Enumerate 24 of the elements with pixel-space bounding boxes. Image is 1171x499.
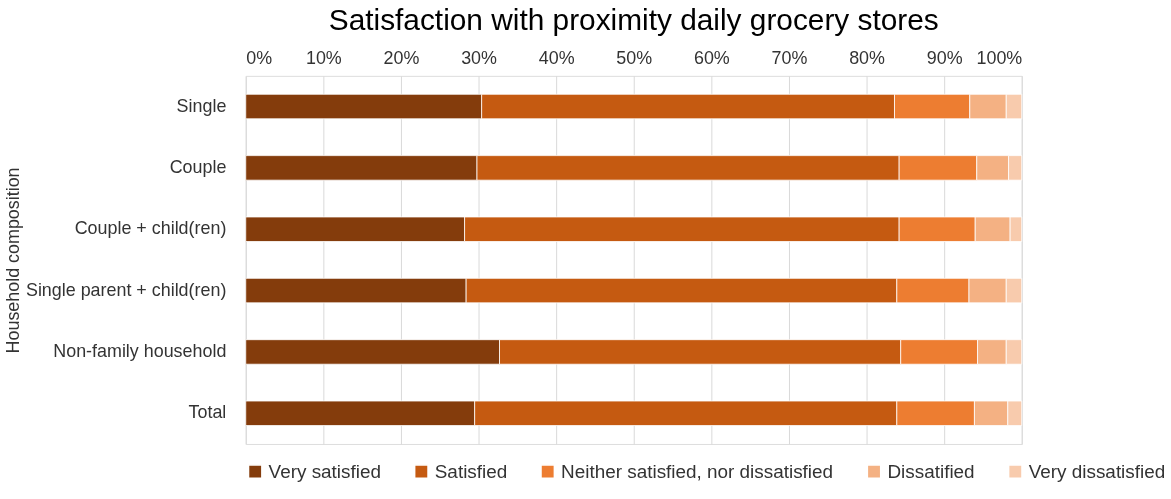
y-tick-label: Single parent + child(ren) (25, 279, 227, 300)
x-tick-label: 80% (849, 48, 886, 69)
chart-title: Satisfaction with proximity daily grocery stores (328, 3, 939, 37)
y-axis-title: Household composition (3, 167, 24, 354)
legend-label: Neither satisfied, nor dissatisfied (561, 460, 834, 482)
x-tick-label: 40% (538, 48, 575, 69)
y-tick-label: Non-family household (53, 340, 227, 361)
x-tick-label: 30% (461, 48, 498, 69)
x-tick-label: 90% (926, 48, 963, 69)
y-tick-label: Single (176, 95, 227, 116)
x-tick-label: 70% (771, 48, 808, 69)
x-tick-label: 100% (976, 48, 1023, 69)
legend-label: Very satisfied (268, 460, 381, 482)
legend-label: Very dissatisfied (1028, 460, 1166, 482)
y-tick-label: Total (188, 402, 227, 423)
x-tick-label: 10% (305, 48, 342, 69)
x-tick-label: 50% (616, 48, 653, 69)
x-tick-label: 20% (383, 48, 420, 69)
y-tick-label: Couple (169, 156, 227, 177)
y-tick-label: Couple + child(ren) (74, 218, 227, 239)
legend-label: Dissatified (887, 460, 975, 482)
x-tick-label: 0% (246, 48, 273, 69)
x-tick-label: 60% (693, 48, 730, 69)
legend-label: Satisfied (434, 460, 508, 482)
